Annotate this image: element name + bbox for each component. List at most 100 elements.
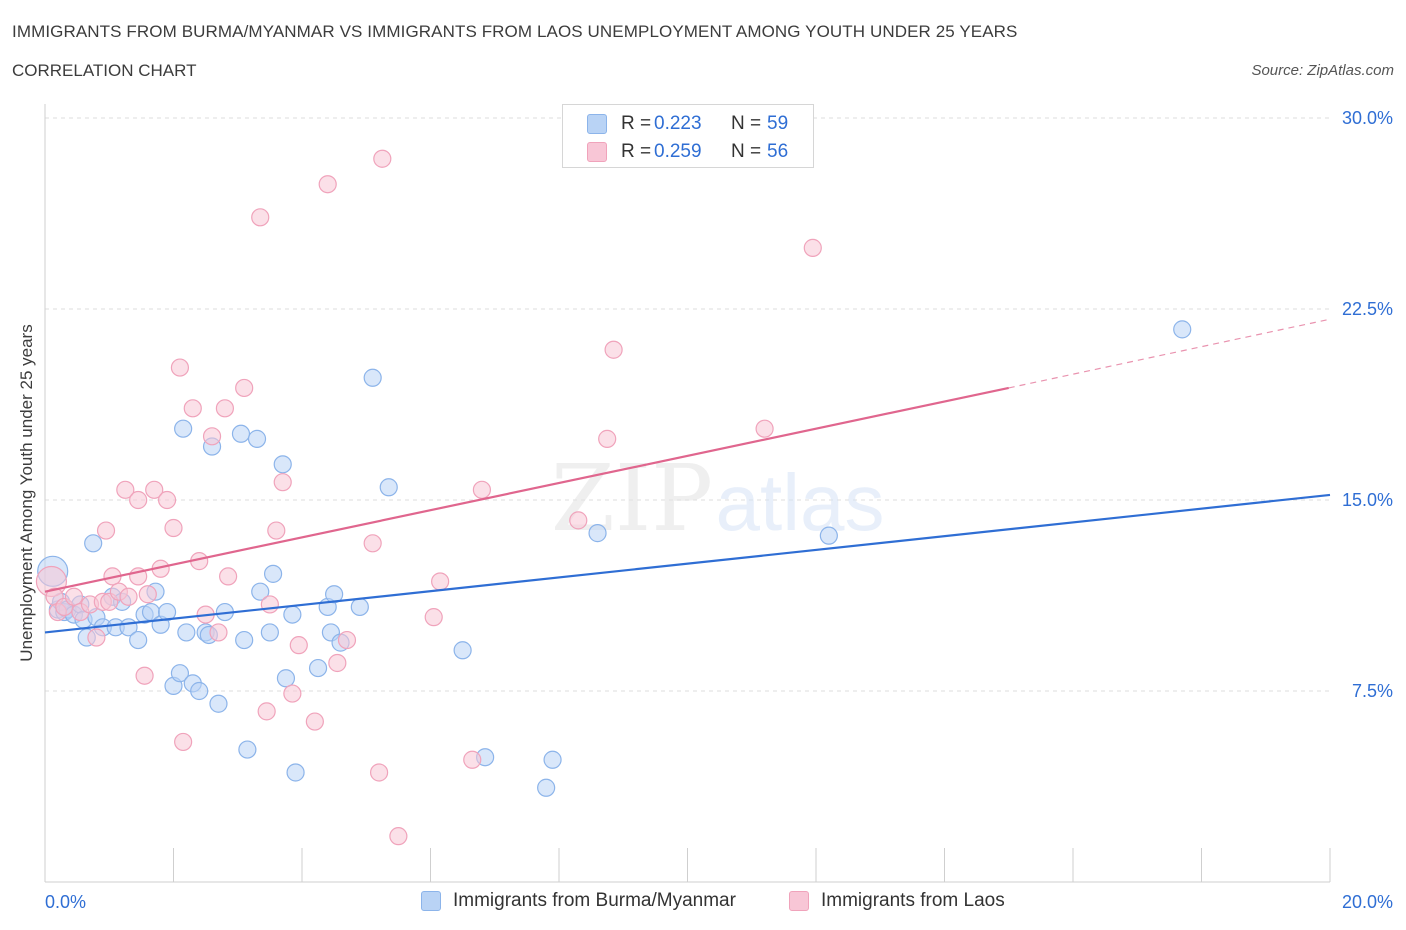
point-laos [431,572,450,591]
x-tick-label: 0.0% [45,892,86,912]
point-burma [174,419,193,438]
point-burma [260,623,279,642]
point-laos [273,473,292,492]
legend-label-burma: Immigrants from Burma/Myanmar [453,890,736,911]
point-laos [257,702,276,721]
point-burma [379,478,398,497]
point-laos [803,238,822,257]
point-laos [424,608,443,627]
chart-subtitle: CORRELATION CHART [12,61,197,80]
point-burma [819,526,838,545]
legend-swatch-blue [587,114,607,134]
watermark: ZIP atlas [551,445,885,552]
trend-line-burma [44,493,1331,634]
point-laos [138,585,157,604]
point-burma [543,750,562,769]
point-laos [87,628,106,647]
point-burma [157,602,177,622]
point-burma [363,368,382,387]
point-laos [305,712,324,731]
point-laos [235,378,254,398]
point-laos [96,521,116,540]
legend-r-value: 0.259 [654,141,702,162]
legend-r-value: 0.223 [654,113,702,134]
legend-n-label: N = [731,113,762,134]
point-burma [276,669,296,688]
legend-swatch-pink [789,891,809,911]
point-burma [129,630,148,650]
point-burma [325,585,344,604]
point-burma [453,641,472,660]
point-laos [219,567,238,586]
point-laos [289,636,308,655]
point-laos [174,732,193,752]
tick-labels: 7.5% 15.0% 22.5% 30.0% 0.0% 20.0% [45,108,1393,912]
point-laos [267,521,286,540]
data-points [35,149,1192,846]
point-burma [209,694,228,713]
correlation-legend: R = 0.223 N = 59 R = 0.259 N = 56 [562,104,814,168]
point-burma [350,597,369,617]
point-laos [119,587,138,606]
point-laos [64,587,84,606]
point-burma [190,681,209,701]
point-burma [251,582,270,601]
point-burma [231,424,251,443]
grid-lines [45,117,1330,692]
point-laos [116,480,135,499]
point-laos [209,623,228,642]
legend-n-value: 59 [767,113,789,134]
point-laos [472,480,491,499]
axes [44,104,1331,883]
point-laos [129,490,148,510]
y-tick-label: 15.0% [1342,490,1393,510]
trend-line-laos-extension [1008,318,1331,389]
legend-n-value: 56 [767,141,789,162]
point-burma [588,524,607,543]
watermark-zip: ZIP [551,445,713,552]
point-burma [273,455,292,474]
y-axis-label: Unemployment Among Youth under 25 years [17,324,36,661]
point-burma [177,623,196,642]
point-laos [337,630,357,650]
y-tick-label: 7.5% [1352,681,1393,701]
point-burma [238,740,257,759]
point-laos [145,480,164,499]
point-burma [1173,320,1192,339]
point-laos [183,399,202,418]
point-laos [135,666,154,685]
point-burma [263,564,283,583]
chart-title: IMMIGRANTS FROM BURMA/MYANMAR VS IMMIGRA… [12,22,1018,41]
point-burma [537,778,556,797]
point-laos [260,595,279,614]
legend-r-label: R = [621,113,652,134]
point-laos [363,534,382,553]
point-laos [604,340,623,359]
point-laos [164,518,183,538]
point-laos [389,827,408,846]
legend-swatch-blue [421,891,441,911]
point-laos [251,208,270,227]
legend-swatch-pink [587,142,607,162]
point-laos [569,511,588,530]
point-laos [202,427,222,446]
point-laos [373,149,392,168]
y-tick-label: 30.0% [1342,108,1393,128]
point-laos [157,490,177,510]
point-laos [215,399,234,418]
point-burma [84,534,103,553]
point-laos [318,175,337,194]
legend-n-label: N = [731,141,762,162]
x-tick-label: 20.0% [1342,892,1393,912]
point-laos [170,358,190,377]
point-laos [463,750,482,769]
y-tick-label: 22.5% [1342,299,1393,319]
watermark-atlas: atlas [716,458,885,547]
trend-lines [44,318,1331,634]
point-burma [286,763,305,782]
source-credit: Source: ZipAtlas.com [1251,62,1394,79]
legend-label-laos: Immigrants from Laos [821,890,1005,911]
trend-line-laos [44,386,1009,593]
point-laos [328,653,347,673]
